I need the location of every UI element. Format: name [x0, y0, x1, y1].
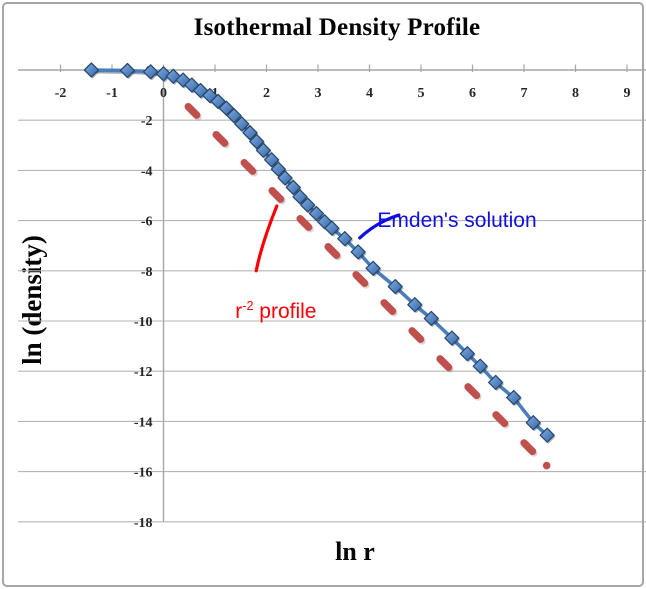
data-point-marker — [506, 389, 522, 406]
y-tick-label: -4 — [141, 164, 153, 179]
data-point-marker — [337, 231, 353, 247]
y-tick-label: -8 — [141, 265, 153, 280]
y-tick-label: -18 — [134, 516, 153, 531]
data-point-marker — [234, 116, 250, 132]
data-point-marker — [83, 62, 100, 78]
x-tick-label: 9 — [624, 86, 631, 101]
x-tick-label: 0 — [160, 86, 167, 101]
data-point-marker — [270, 161, 286, 177]
data-point-marker — [407, 297, 423, 313]
r2-base-text: r — [235, 300, 243, 324]
y-tick-label: -6 — [141, 215, 153, 230]
data-point-marker — [242, 125, 258, 141]
emden-pointer-line — [358, 213, 401, 240]
data-point-marker — [324, 220, 340, 236]
data-point-marker — [143, 64, 159, 80]
x-tick-label: 5 — [418, 86, 425, 101]
data-point-marker — [249, 133, 265, 150]
data-point-marker — [488, 374, 504, 391]
data-point-marker — [300, 197, 316, 213]
x-tick-label: 2 — [263, 86, 270, 101]
r2-profile-dashed-line — [184, 102, 551, 470]
data-point-marker — [459, 346, 475, 362]
r2-rest-text: profile — [253, 300, 317, 324]
y-tick-label: -2 — [141, 114, 153, 129]
data-point-marker — [525, 415, 541, 431]
data-point-marker — [308, 205, 325, 222]
x-tick-label: -2 — [55, 86, 67, 101]
data-point-marker — [365, 260, 381, 276]
x-tick-label: 8 — [572, 86, 579, 101]
data-point-marker — [210, 93, 226, 109]
data-point-marker — [472, 358, 488, 374]
data-point-marker — [285, 179, 301, 196]
y-tick-label: -14 — [134, 415, 153, 430]
x-tick-label: 4 — [366, 86, 373, 101]
emden-line-shadow — [91, 69, 551, 439]
annotation-emden-label: Emden's solution — [354, 187, 537, 253]
x-axis-title: ln r — [335, 537, 375, 566]
y-tick-label: -16 — [134, 466, 153, 481]
annotation-emden-text: Emden's solution — [377, 208, 537, 232]
data-point-marker — [350, 244, 366, 260]
x-tick-label: -1 — [106, 86, 118, 101]
data-point-marker — [387, 278, 403, 295]
y-tick-label: -12 — [134, 365, 153, 380]
data-point-marker — [277, 170, 293, 186]
data-point-marker — [119, 62, 136, 79]
r2-pointer-line — [254, 204, 279, 273]
r2-line-end-dot — [542, 461, 551, 470]
data-point-marker — [292, 189, 308, 205]
x-tick-label: 3 — [315, 86, 322, 101]
data-point-marker — [539, 427, 555, 443]
data-point-marker — [423, 310, 439, 327]
data-point-marker — [226, 108, 242, 124]
x-tick-label: 7 — [521, 86, 528, 101]
data-point-marker — [218, 100, 234, 116]
data-point-marker — [255, 142, 272, 158]
x-tick-label: 6 — [469, 86, 476, 101]
annotation-r2-label: r-2 profile — [212, 278, 317, 345]
chart-title: Isothermal Density Profile — [193, 14, 481, 41]
y-tick-label: -10 — [134, 315, 153, 330]
r2-exponent-text: -2 — [242, 299, 254, 314]
data-point-marker — [444, 330, 460, 346]
data-point-marker — [264, 152, 280, 168]
